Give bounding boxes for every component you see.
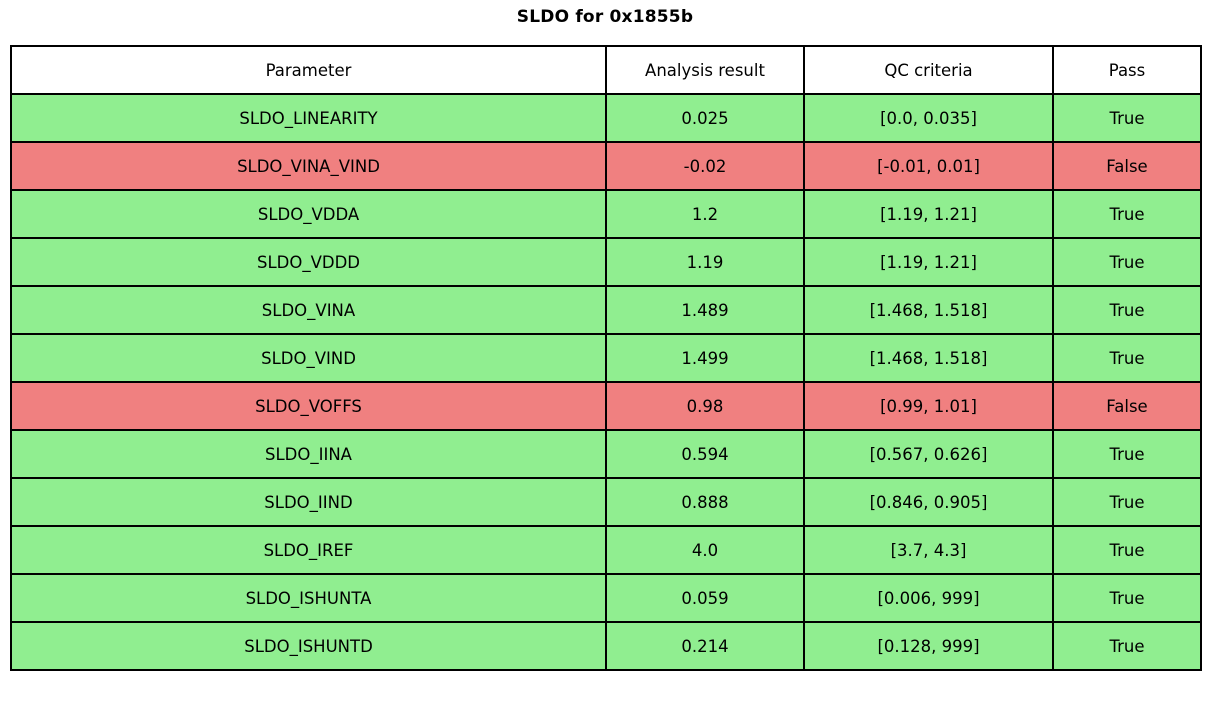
cell-parameter: SLDO_ISHUNTD — [10, 621, 607, 671]
cell-qc-criteria: [0.846, 0.905] — [803, 477, 1054, 527]
table-row: SLDO_ISHUNTA 0.059 [0.006, 999] True — [10, 573, 1202, 623]
cell-pass: True — [1052, 621, 1202, 671]
cell-parameter: SLDO_IREF — [10, 525, 607, 575]
cell-parameter: SLDO_VOFFS — [10, 381, 607, 431]
cell-qc-criteria: [1.468, 1.518] — [803, 333, 1054, 383]
cell-parameter: SLDO_VDDD — [10, 237, 607, 287]
cell-analysis-result: 1.499 — [605, 333, 805, 383]
cell-pass: False — [1052, 381, 1202, 431]
cell-pass: True — [1052, 573, 1202, 623]
column-header-pass: Pass — [1052, 45, 1202, 95]
table-row: SLDO_LINEARITY 0.025 [0.0, 0.035] True — [10, 93, 1202, 143]
cell-parameter: SLDO_LINEARITY — [10, 93, 607, 143]
table-row: SLDO_VIND 1.499 [1.468, 1.518] True — [10, 333, 1202, 383]
cell-pass: True — [1052, 477, 1202, 527]
table-row: SLDO_VOFFS 0.98 [0.99, 1.01] False — [10, 381, 1202, 431]
cell-parameter: SLDO_VINA_VIND — [10, 141, 607, 191]
header-row: Parameter Analysis result QC criteria Pa… — [10, 45, 1202, 95]
cell-analysis-result: 0.059 — [605, 573, 805, 623]
table-row: SLDO_ISHUNTD 0.214 [0.128, 999] True — [10, 621, 1202, 671]
table-body: SLDO_LINEARITY 0.025 [0.0, 0.035] True S… — [10, 93, 1202, 671]
cell-qc-criteria: [3.7, 4.3] — [803, 525, 1054, 575]
cell-analysis-result: 1.489 — [605, 285, 805, 335]
cell-analysis-result: 1.2 — [605, 189, 805, 239]
cell-pass: False — [1052, 141, 1202, 191]
column-header-analysis-result: Analysis result — [605, 45, 805, 95]
table-header: Parameter Analysis result QC criteria Pa… — [10, 45, 1202, 95]
table-row: SLDO_IINA 0.594 [0.567, 0.626] True — [10, 429, 1202, 479]
cell-analysis-result: 4.0 — [605, 525, 805, 575]
cell-qc-criteria: [0.567, 0.626] — [803, 429, 1054, 479]
cell-qc-criteria: [0.006, 999] — [803, 573, 1054, 623]
cell-analysis-result: 0.214 — [605, 621, 805, 671]
cell-parameter: SLDO_IIND — [10, 477, 607, 527]
cell-pass: True — [1052, 93, 1202, 143]
column-header-qc-criteria: QC criteria — [803, 45, 1054, 95]
qc-results-table: Parameter Analysis result QC criteria Pa… — [10, 45, 1202, 671]
cell-qc-criteria: [0.128, 999] — [803, 621, 1054, 671]
cell-qc-criteria: [-0.01, 0.01] — [803, 141, 1054, 191]
column-header-parameter: Parameter — [10, 45, 607, 95]
cell-analysis-result: 0.594 — [605, 429, 805, 479]
cell-qc-criteria: [1.19, 1.21] — [803, 189, 1054, 239]
cell-parameter: SLDO_VIND — [10, 333, 607, 383]
cell-parameter: SLDO_VINA — [10, 285, 607, 335]
cell-analysis-result: -0.02 — [605, 141, 805, 191]
cell-pass: True — [1052, 285, 1202, 335]
cell-qc-criteria: [1.468, 1.518] — [803, 285, 1054, 335]
cell-pass: True — [1052, 429, 1202, 479]
cell-qc-criteria: [0.0, 0.035] — [803, 93, 1054, 143]
cell-parameter: SLDO_IINA — [10, 429, 607, 479]
cell-analysis-result: 1.19 — [605, 237, 805, 287]
table-row: SLDO_VDDA 1.2 [1.19, 1.21] True — [10, 189, 1202, 239]
cell-parameter: SLDO_VDDA — [10, 189, 607, 239]
cell-pass: True — [1052, 333, 1202, 383]
cell-pass: True — [1052, 237, 1202, 287]
page-title: SLDO for 0x1855b — [516, 7, 694, 27]
cell-analysis-result: 0.025 — [605, 93, 805, 143]
cell-pass: True — [1052, 189, 1202, 239]
cell-qc-criteria: [0.99, 1.01] — [803, 381, 1054, 431]
cell-pass: True — [1052, 525, 1202, 575]
table-row: SLDO_VINA_VIND -0.02 [-0.01, 0.01] False — [10, 141, 1202, 191]
table-row: SLDO_IREF 4.0 [3.7, 4.3] True — [10, 525, 1202, 575]
cell-analysis-result: 0.888 — [605, 477, 805, 527]
cell-qc-criteria: [1.19, 1.21] — [803, 237, 1054, 287]
table-row: SLDO_IIND 0.888 [0.846, 0.905] True — [10, 477, 1202, 527]
cell-analysis-result: 0.98 — [605, 381, 805, 431]
table-row: SLDO_VDDD 1.19 [1.19, 1.21] True — [10, 237, 1202, 287]
cell-parameter: SLDO_ISHUNTA — [10, 573, 607, 623]
table-row: SLDO_VINA 1.489 [1.468, 1.518] True — [10, 285, 1202, 335]
